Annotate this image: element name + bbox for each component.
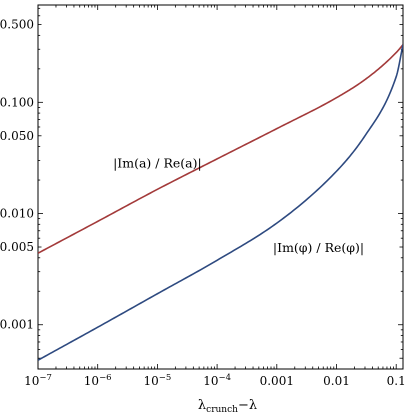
y-tick-label: 0.010 [0,207,34,221]
x-tick-label: 0.001 [260,374,294,388]
y-tick-label: 0.500 [0,18,34,32]
plot-frame [37,4,404,370]
series-line-im-a [38,44,403,254]
x-axis-label: λcrunch−λ [198,398,257,415]
series-label-im-a: |Im(a) / Re(a)| [113,155,202,170]
series-line-im-phi [38,44,403,361]
x-tick-label: 10−6 [84,373,112,388]
x-tick-label: 10−5 [143,373,171,388]
series-label-im-phi: |Im(φ) / Re(φ)| [273,240,364,255]
y-tick-label: 0.100 [0,95,34,109]
y-tick-label: 0.005 [0,240,34,254]
x-tick-label: 0.1 [387,374,406,388]
y-tick-label: 0.001 [0,318,34,332]
y-tick-label: 0.050 [0,129,34,143]
x-tick-label: 0.01 [323,374,350,388]
x-tick-label: 10−7 [24,373,52,388]
x-tick-label: 10−4 [203,373,231,388]
